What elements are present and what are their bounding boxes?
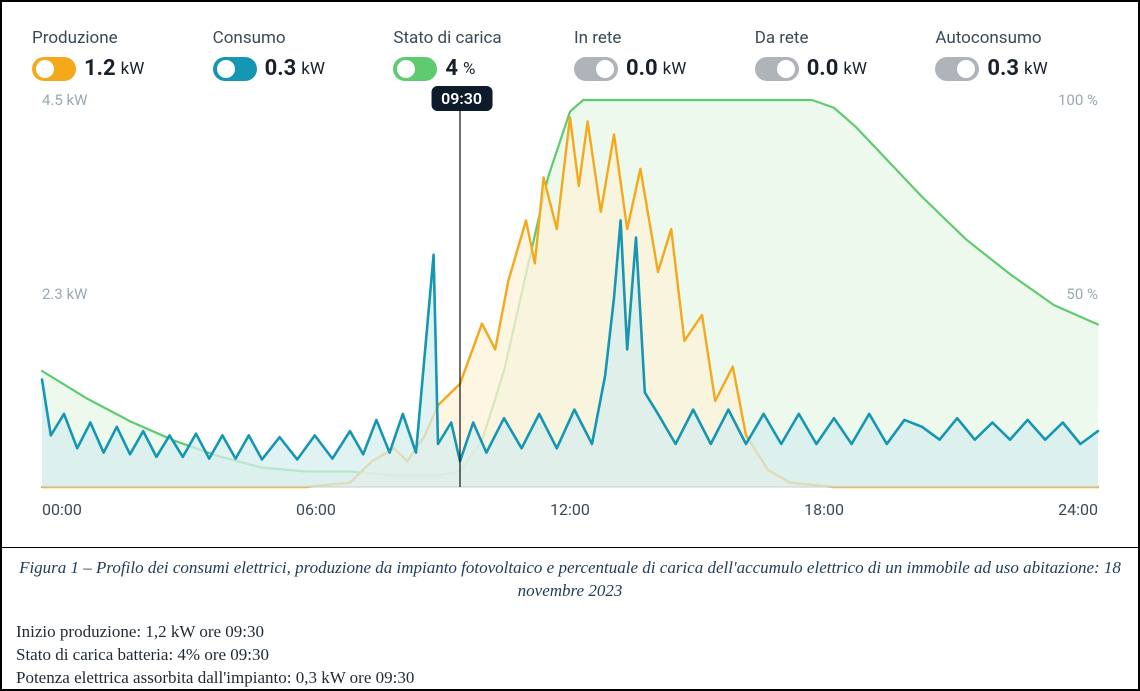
legend-unit: kW (301, 59, 325, 79)
y-left-label-mid: 2.3 kW (42, 285, 87, 303)
x-tick: 06:00 (296, 500, 336, 519)
legend-item-darete: Da rete 0.0kW (755, 28, 928, 81)
legend-label: Consumo (213, 28, 386, 48)
legend-row: Produzione1.2kWConsumo0.3kWStato di cari… (2, 2, 1138, 81)
legend-value: 4 (445, 56, 458, 81)
caption-note-1: Inizio produzione: 1,2 kW ore 09:30 (16, 621, 1124, 644)
legend-toggle-auto[interactable] (935, 57, 979, 81)
figure-title: Figura 1 – Profilo dei consumi elettrici… (16, 557, 1124, 603)
legend-item-inrete: In rete 0.0kW (574, 28, 747, 81)
legend-toggle-inrete[interactable] (574, 57, 618, 81)
legend-label: In rete (574, 28, 747, 48)
legend-item-cons: Consumo 0.3kW (213, 28, 386, 81)
chart-panel: Produzione1.2kWConsumo0.3kWStato di cari… (2, 2, 1138, 548)
plot-area: 09:30 (42, 100, 1098, 487)
cursor-time-badge: 09:30 (431, 86, 492, 111)
caption-note-2: Stato di carica batteria: 4% ore 09:30 (16, 644, 1124, 667)
legend-label: Produzione (32, 28, 205, 48)
legend-label: Da rete (755, 28, 928, 48)
legend-unit: kW (843, 59, 867, 79)
legend-value: 0.0 (807, 56, 839, 81)
y-left-label-top: 4.5 kW (42, 91, 87, 109)
legend-item-prod: Produzione 1.2kW (32, 28, 205, 81)
x-tick: 18:00 (804, 500, 844, 519)
legend-unit: kW (1024, 59, 1048, 79)
legend-label: Autoconsumo (935, 28, 1108, 48)
legend-item-auto: Autoconsumo 0.3kW (935, 28, 1108, 81)
legend-toggle-soc[interactable] (393, 57, 437, 81)
x-tick: 00:00 (42, 500, 82, 519)
x-tick: 12:00 (550, 500, 590, 519)
figure-container: Produzione1.2kWConsumo0.3kWStato di cari… (0, 0, 1140, 691)
legend-unit: % (463, 59, 475, 79)
y-right-label-top: 100 % (1058, 91, 1098, 109)
legend-toggle-darete[interactable] (755, 57, 799, 81)
caption-block: Figura 1 – Profilo dei consumi elettrici… (2, 547, 1138, 690)
chart-svg (42, 100, 1098, 487)
legend-value: 1.2 (84, 56, 116, 81)
x-tick: 24:00 (1058, 500, 1098, 519)
legend-item-soc: Stato di carica 4% (393, 28, 566, 81)
legend-value: 0.3 (987, 56, 1019, 81)
legend-unit: kW (663, 59, 687, 79)
legend-unit: kW (121, 59, 145, 79)
legend-toggle-cons[interactable] (213, 57, 257, 81)
caption-note-3: Potenza elettrica assorbita dall'impiant… (16, 667, 1124, 690)
legend-value: 0.3 (265, 56, 297, 81)
legend-label: Stato di carica (393, 28, 566, 48)
x-axis-labels: 00:00 06:00 12:00 18:00 24:00 (42, 500, 1098, 519)
y-right-label-mid: 50 % (1066, 285, 1098, 303)
legend-value: 0.0 (626, 56, 658, 81)
legend-toggle-prod[interactable] (32, 57, 76, 81)
